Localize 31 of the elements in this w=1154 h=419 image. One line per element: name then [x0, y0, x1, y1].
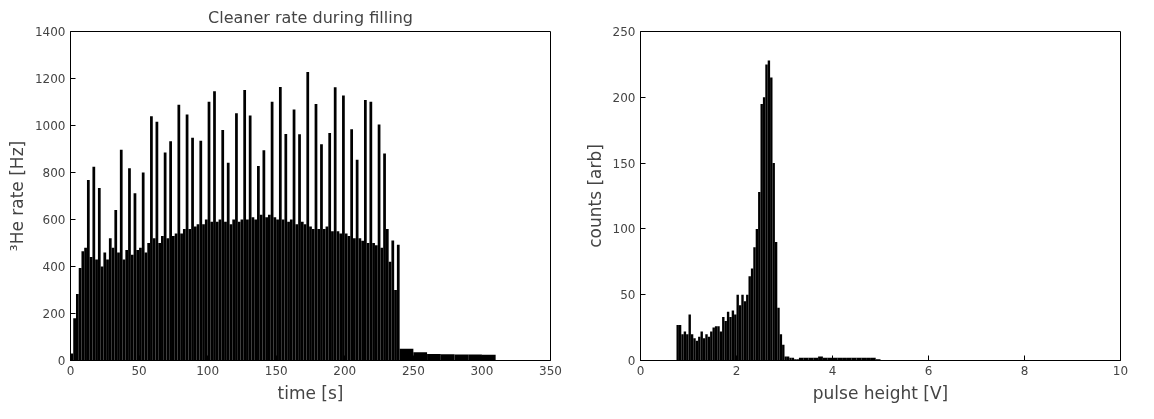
x-tick-label: 10 — [1112, 363, 1129, 378]
x-tick-label: 100 — [196, 363, 220, 378]
y-tick-label: 0 — [627, 354, 636, 368]
x-tick-label: 6 — [924, 363, 933, 378]
y-tick-label: 100 — [612, 222, 636, 237]
y-tick-label: 200 — [42, 307, 66, 321]
x-tick-label: 250 — [401, 363, 425, 378]
x-axis-title: time [s] — [277, 382, 344, 403]
y-tick-label: 0 — [57, 354, 66, 368]
x-tick-label: 4 — [828, 363, 837, 378]
x-tick-label: 300 — [470, 363, 494, 378]
x-tick-label: 150 — [264, 363, 288, 378]
y-tick-label: 50 — [620, 288, 636, 303]
chart-title: Cleaner rate during filling — [208, 7, 413, 27]
y-axis-title: ³He rate [Hz] — [6, 140, 27, 252]
y-axis-title: counts [arb] — [584, 144, 605, 248]
x-tick-label: 8 — [1020, 363, 1029, 378]
y-tick-label: 600 — [42, 213, 66, 227]
x-tick-label: 350 — [539, 363, 562, 378]
y-tick-label: 250 — [612, 25, 636, 39]
y-tick-label: 400 — [42, 260, 66, 274]
x-tick-label: 2 — [732, 363, 741, 378]
y-tick-label: 1000 — [34, 119, 66, 133]
y-tick-label: 200 — [612, 90, 636, 105]
x-axis-title: pulse height [V] — [812, 382, 949, 403]
y-tick-label: 1400 — [34, 25, 66, 39]
y-tick-label: 1200 — [34, 72, 66, 86]
x-tick-label: 200 — [333, 363, 357, 378]
y-tick-label: 800 — [42, 166, 66, 180]
x-tick-label: 50 — [131, 363, 147, 378]
y-tick-label: 150 — [612, 156, 636, 171]
